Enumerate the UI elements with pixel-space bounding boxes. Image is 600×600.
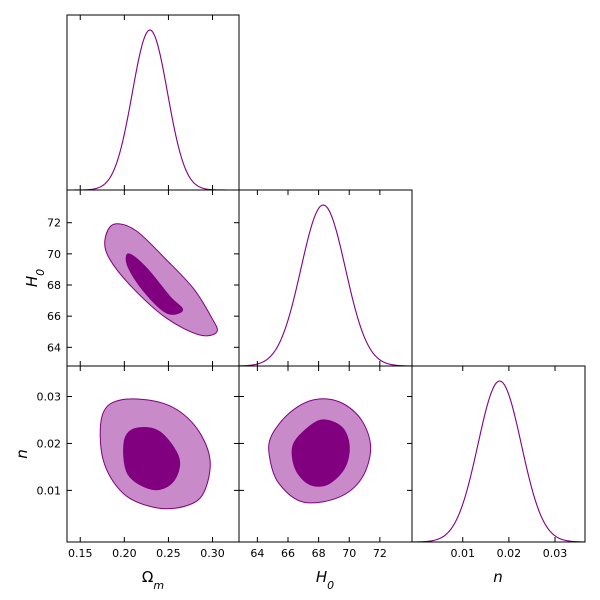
x-tick-label-h0: 66 xyxy=(281,547,295,560)
panel-frame-0-0 xyxy=(66,14,240,191)
x-tick-label-n: 0.02 xyxy=(497,547,522,560)
x-tick-label-h0: 68 xyxy=(312,547,326,560)
y-tick-label-h0: 70 xyxy=(47,248,61,261)
y-tick-label-h0: 68 xyxy=(47,279,61,292)
contour-95-om_h0 xyxy=(104,223,218,337)
x-tick-label-om: 0.25 xyxy=(156,547,181,560)
contour-68-om_h0 xyxy=(125,253,184,315)
y-axis-label-h0: H0 xyxy=(23,269,47,287)
y-tick-label-n: 0.01 xyxy=(37,484,62,497)
panel-frame-1-1 xyxy=(238,189,413,367)
x-tick-label-om: 0.30 xyxy=(200,547,225,560)
x-axis-label-om-main: Ω xyxy=(142,568,153,586)
y-tick-label-h0: 64 xyxy=(47,341,61,354)
y-tick-label-n: 0.03 xyxy=(37,391,62,404)
contour-68-h0_n xyxy=(291,419,350,487)
x-axis-label-n-main: n xyxy=(493,568,503,586)
x-axis-label-n: n xyxy=(493,568,503,586)
marginal-curve-h0 xyxy=(238,204,413,367)
y-tick-label-h0: 72 xyxy=(47,217,61,230)
x-axis-label-om: Ωm xyxy=(142,568,164,592)
x-tick-label-h0: 70 xyxy=(342,547,356,560)
y-axis-label-n-main: n xyxy=(13,449,31,459)
y-tick-label-n: 0.02 xyxy=(37,437,62,450)
x-tick-label-om: 0.20 xyxy=(112,547,137,560)
x-tick-label-h0: 64 xyxy=(250,547,264,560)
panel-frame-2-2 xyxy=(411,365,586,543)
y-tick-label-h0: 66 xyxy=(47,310,61,323)
marginal-curve-om xyxy=(67,29,239,191)
x-tick-label-n: 0.01 xyxy=(450,547,475,560)
x-axis-label-h0-sub: 0 xyxy=(327,579,334,592)
x-tick-label-om: 0.15 xyxy=(68,547,93,560)
contour-68-om_n xyxy=(123,426,181,491)
y-axis-label-n: n xyxy=(13,449,31,459)
x-axis-label-h0: H0 xyxy=(316,568,334,592)
marginal-curve-n xyxy=(412,380,586,543)
y-axis-label-h0-main: H xyxy=(23,276,41,287)
y-axis-label-h0-sub: 0 xyxy=(34,269,47,276)
x-tick-label-h0: 72 xyxy=(373,547,387,560)
x-axis-label-h0-main: H xyxy=(316,568,327,586)
x-tick-label-n: 0.03 xyxy=(543,547,568,560)
x-axis-label-om-sub: m xyxy=(153,579,164,592)
